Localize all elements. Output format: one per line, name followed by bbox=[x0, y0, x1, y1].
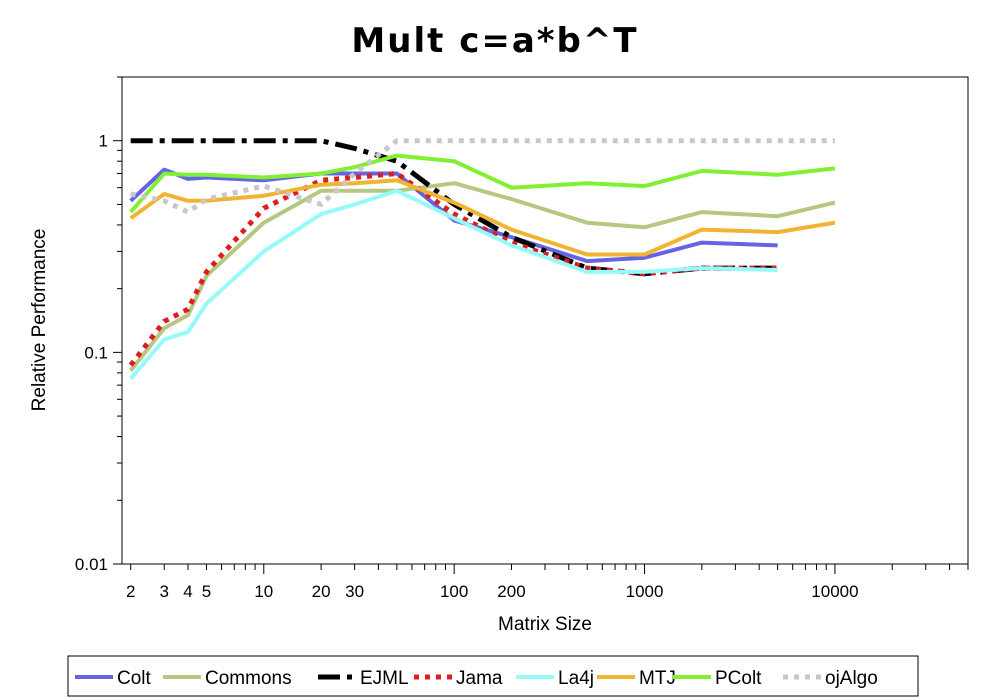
legend-label-commons: Commons bbox=[205, 668, 292, 689]
series-line-pcolt bbox=[129, 153, 836, 214]
legend-label-la4j: La4j bbox=[558, 668, 594, 689]
y-tick-label: 1 bbox=[99, 132, 108, 151]
legend-label-ojalgo: ojAlgo bbox=[825, 668, 878, 689]
series-line-colt bbox=[129, 167, 778, 264]
x-tick-label: 10 bbox=[254, 582, 273, 601]
legend-frame bbox=[67, 655, 919, 697]
y-axis-title: Relative Performance bbox=[29, 229, 50, 412]
x-tick-label: 200 bbox=[497, 582, 525, 601]
x-tick-label: 10000 bbox=[811, 582, 858, 601]
x-tick-label: 4 bbox=[183, 582, 192, 601]
legend-label-ejml: EJML bbox=[360, 668, 409, 689]
x-tick-label: 1000 bbox=[626, 582, 664, 601]
legend-label-colt: Colt bbox=[117, 668, 152, 689]
legend-label-mtj: MTJ bbox=[639, 668, 676, 689]
x-axis: 2 3 4 5 10 20 30 100 200 1000 10000 bbox=[126, 564, 969, 601]
legend-label-pcolt: PColt bbox=[715, 668, 762, 689]
series-lines bbox=[128, 138, 836, 381]
y-tick-label: 0.1 bbox=[84, 343, 108, 362]
x-axis-title: Matrix Size bbox=[498, 614, 592, 635]
legend: Colt Commons EJML Jama La4j MTJ PColt ojAlgo bbox=[75, 668, 878, 689]
x-tick-label: 5 bbox=[202, 582, 211, 601]
x-tick-label: 20 bbox=[312, 582, 331, 601]
x-tick-label: 100 bbox=[440, 582, 468, 601]
series-line-la4j bbox=[129, 188, 778, 381]
legend-label-jama: Jama bbox=[456, 668, 503, 689]
series-line-jama bbox=[128, 171, 778, 367]
plot-frame bbox=[121, 76, 969, 565]
x-tick-label: 30 bbox=[345, 582, 364, 601]
series-line-ojalgo bbox=[130, 138, 835, 215]
series-line-mtj bbox=[129, 178, 836, 257]
chart-title: Mult c=a*b^T bbox=[351, 21, 638, 61]
x-tick-label: 2 bbox=[126, 582, 135, 601]
y-axis: 0.01 0.1 1 bbox=[75, 76, 122, 574]
y-tick-label: 0.01 bbox=[75, 555, 108, 574]
x-tick-label: 3 bbox=[160, 582, 169, 601]
